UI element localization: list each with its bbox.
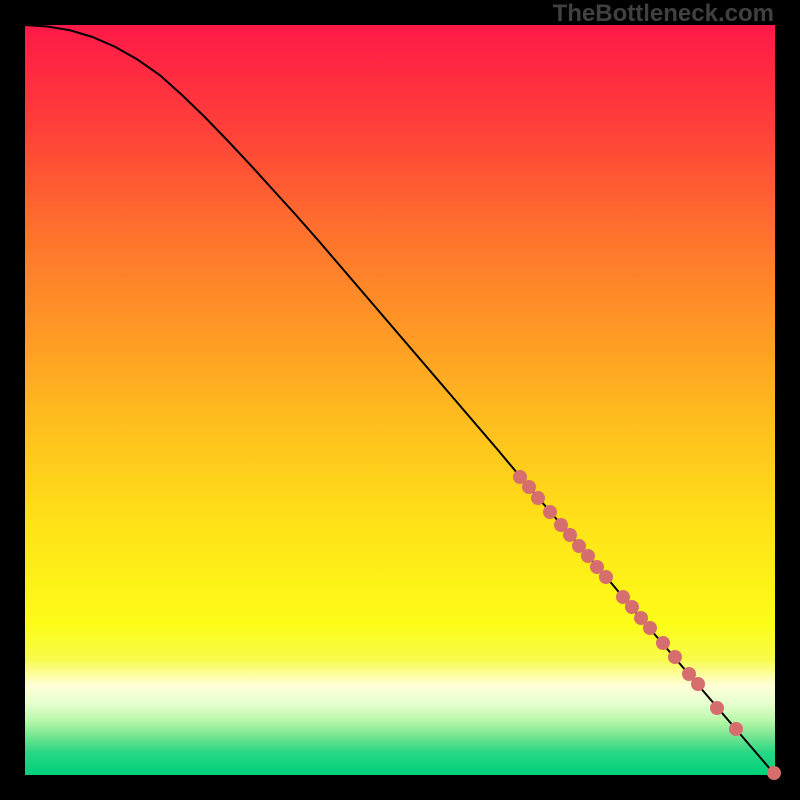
- data-point-marker: [691, 677, 705, 691]
- marker-layer: [25, 25, 775, 775]
- watermark-text: TheBottleneck.com: [553, 0, 774, 28]
- data-point-marker: [599, 570, 613, 584]
- chart-container: TheBottleneck.com: [0, 0, 800, 800]
- data-point-marker: [668, 650, 682, 664]
- data-point-marker: [543, 505, 557, 519]
- data-point-marker: [643, 621, 657, 635]
- data-point-marker: [656, 636, 670, 650]
- data-point-marker: [531, 491, 545, 505]
- data-point-marker: [729, 722, 743, 736]
- data-point-marker: [767, 766, 781, 780]
- plot-area: [25, 25, 775, 775]
- data-point-marker: [710, 701, 724, 715]
